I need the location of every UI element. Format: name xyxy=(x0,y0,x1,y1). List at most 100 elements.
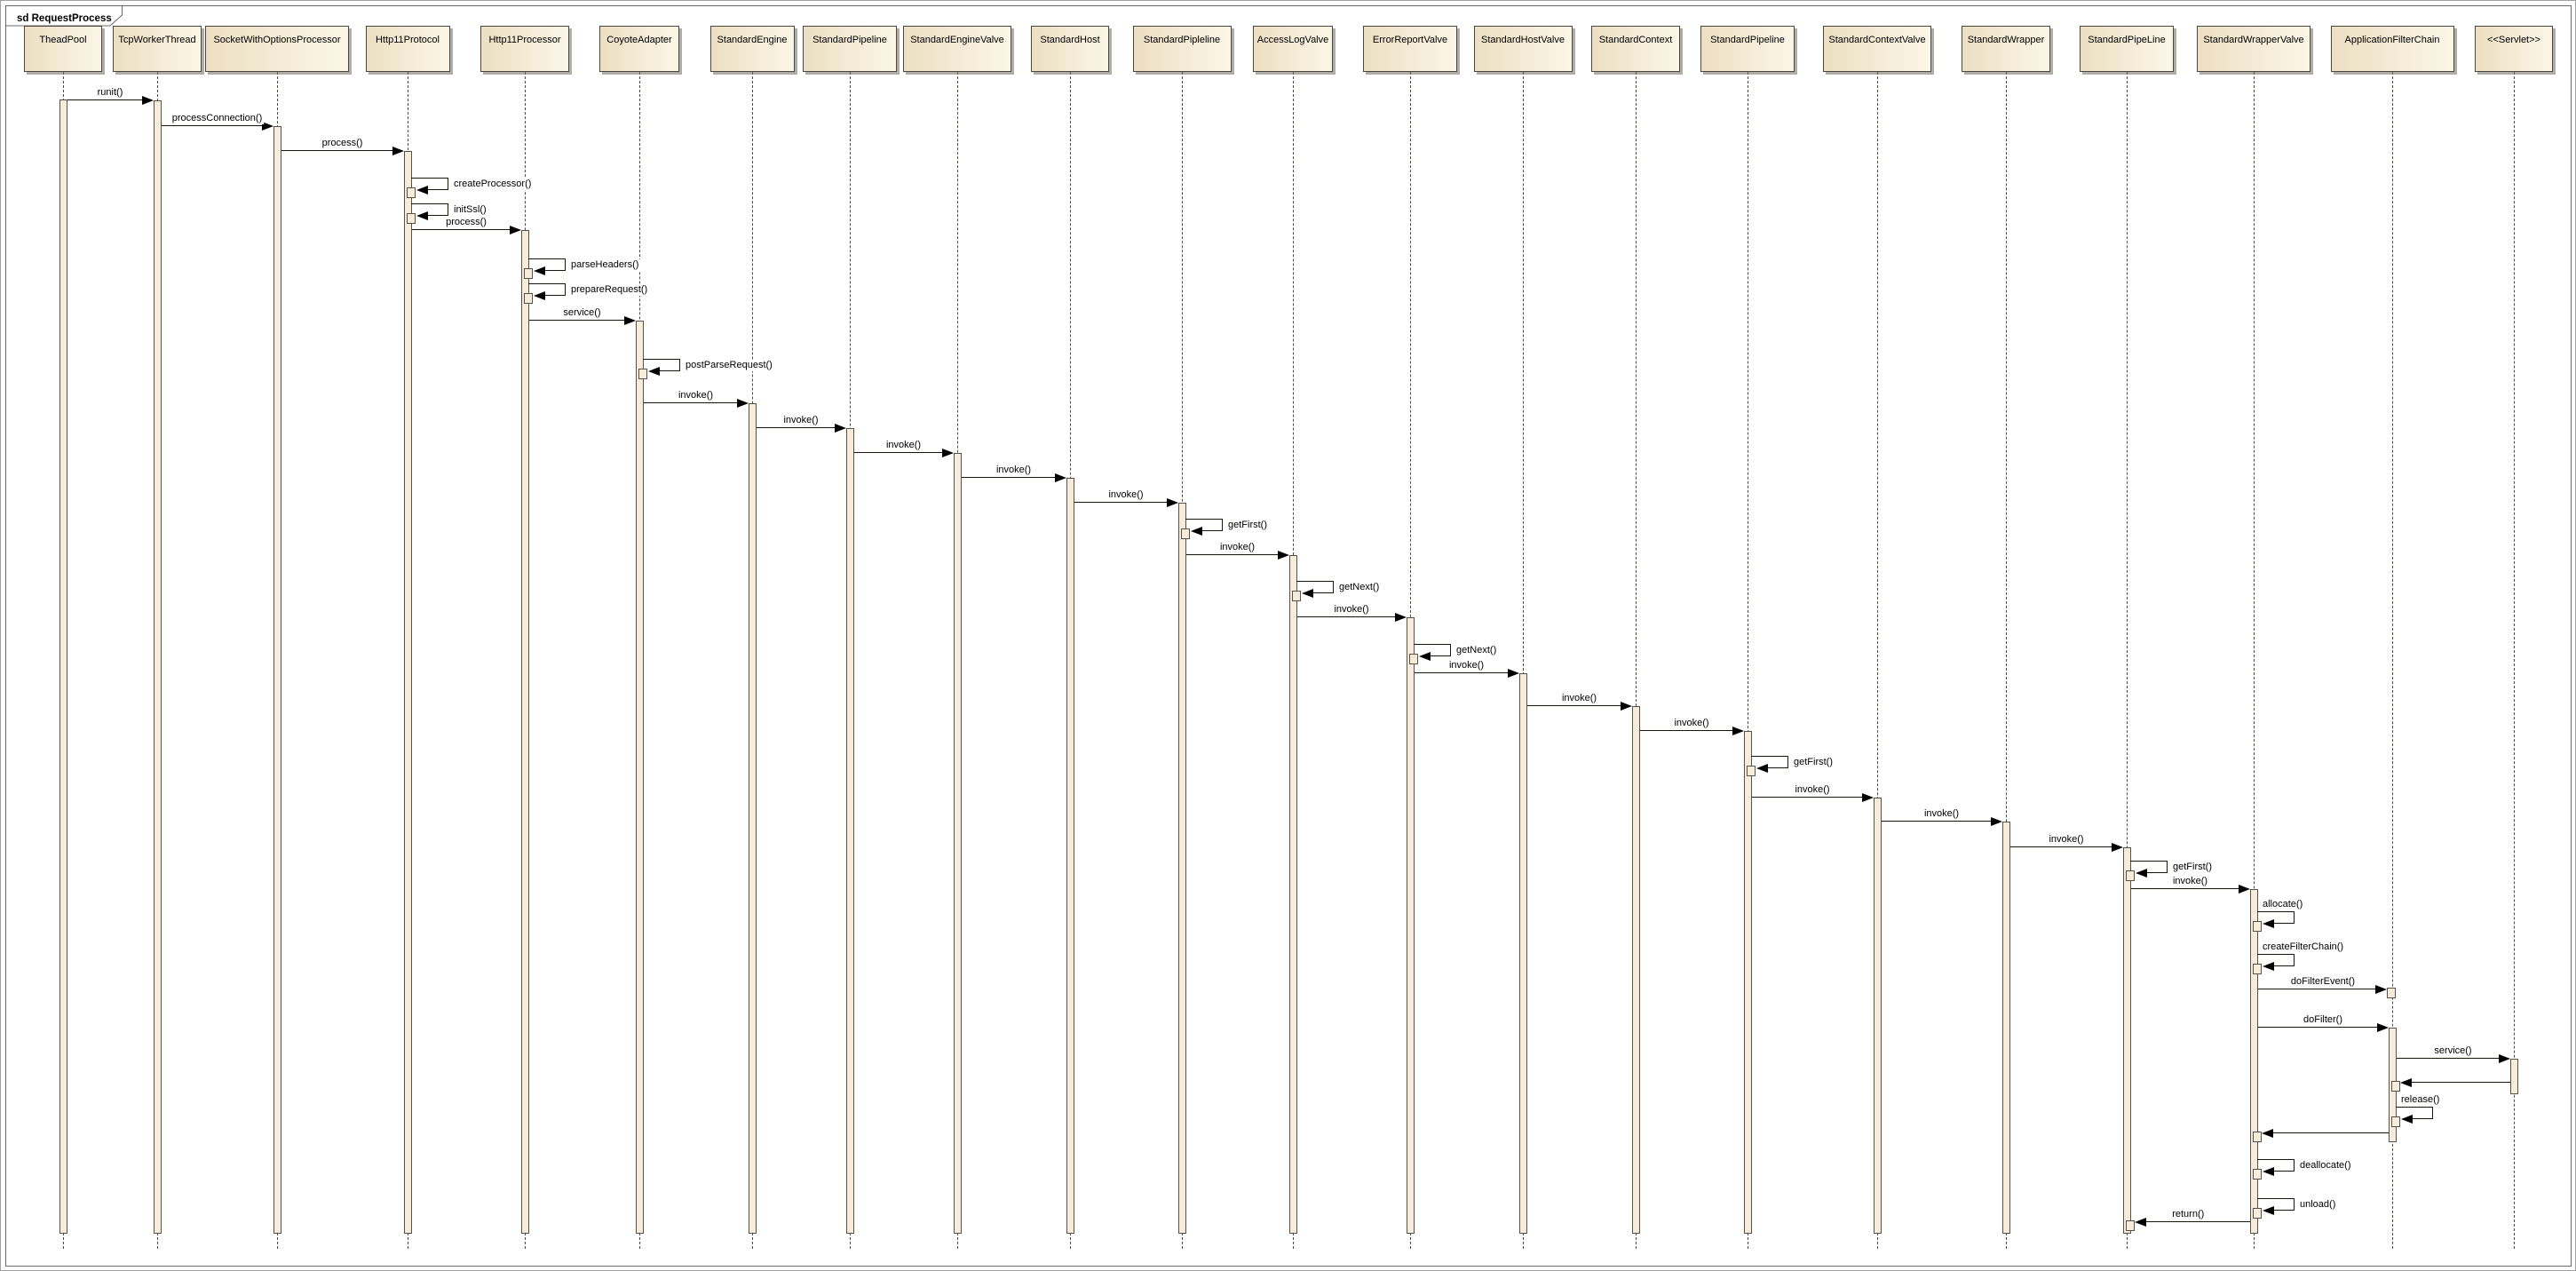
message-label: invoke() xyxy=(1106,489,1145,501)
message-line xyxy=(1881,821,1991,822)
message-label: getNext() xyxy=(1454,645,1499,656)
nested-activation xyxy=(1292,591,1301,601)
message-arrowhead xyxy=(2238,884,2250,894)
activation-bar xyxy=(273,126,281,1234)
activation-bar xyxy=(1406,617,1415,1234)
lifeline-head: ApplicationFilterChain xyxy=(2330,26,2454,72)
nested-activation xyxy=(1747,766,1756,776)
activation-bar xyxy=(2001,822,2010,1234)
message-label: getFirst() xyxy=(1792,757,1835,768)
message-arrowhead xyxy=(2136,868,2147,878)
message-arrowhead xyxy=(1302,588,1313,598)
message-line xyxy=(756,427,835,428)
lifeline-head: StandardEngineValve xyxy=(903,26,1011,72)
self-message-line xyxy=(1333,581,1334,593)
message-label: invoke() xyxy=(1922,808,1962,820)
message-arrowhead xyxy=(2262,1128,2273,1138)
message-arrowhead xyxy=(509,225,521,234)
self-message-line xyxy=(2257,1198,2294,1199)
message-arrowhead xyxy=(941,448,954,457)
nested-activation xyxy=(2253,1208,2262,1219)
activation-bar xyxy=(1288,555,1297,1234)
message-arrowhead xyxy=(1054,473,1066,482)
message-label: deallocate() xyxy=(2298,1160,2353,1172)
nested-activation xyxy=(1409,654,1418,664)
message-arrowhead xyxy=(1990,816,2002,826)
message-label: postParseRequest() xyxy=(684,360,774,371)
self-message-line xyxy=(545,295,565,296)
nested-activation xyxy=(2387,988,2396,998)
lifeline-head: StandardWrapperValve xyxy=(2197,26,2310,72)
self-message-line xyxy=(565,258,566,271)
self-message-line xyxy=(411,178,448,179)
message-line xyxy=(1185,554,1278,555)
message-label: getFirst() xyxy=(2171,862,2214,873)
message-label: runit() xyxy=(95,87,125,99)
message-arrowhead xyxy=(416,211,428,220)
self-message-line xyxy=(2274,1171,2294,1172)
nested-activation xyxy=(2391,1116,2400,1127)
message-line xyxy=(161,125,262,126)
nested-activation xyxy=(2126,1220,2135,1231)
lifeline-line xyxy=(2253,72,2255,1249)
self-message-line xyxy=(1751,756,1787,757)
message-line xyxy=(2146,1221,2250,1222)
self-message-line xyxy=(2432,1107,2433,1119)
message-line xyxy=(1751,797,1862,798)
message-arrowhead xyxy=(534,290,545,300)
lifeline-head: StandardContext xyxy=(1591,26,1680,72)
self-message-line xyxy=(1450,644,1451,656)
self-message-line xyxy=(2396,1107,2432,1108)
message-arrowhead xyxy=(648,366,660,376)
self-message-line xyxy=(545,270,565,271)
message-label: invoke() xyxy=(884,440,923,451)
message-arrowhead xyxy=(416,185,428,195)
lifeline-line xyxy=(2005,72,2007,1249)
self-message-line xyxy=(528,258,565,259)
nested-activation xyxy=(1181,528,1190,539)
message-label: getNext() xyxy=(1337,582,1382,593)
activation-bar xyxy=(403,151,412,1234)
message-arrowhead xyxy=(1419,651,1431,661)
self-message-line xyxy=(1202,530,1222,531)
activation-bar xyxy=(153,100,162,1234)
message-arrowhead xyxy=(1394,612,1407,622)
message-line xyxy=(2009,846,2112,847)
message-line xyxy=(67,99,142,100)
self-message-line xyxy=(2274,923,2294,924)
message-arrowhead xyxy=(2376,1022,2389,1032)
self-message-line xyxy=(1431,655,1450,656)
nested-activation xyxy=(2126,870,2135,881)
frame-tab-shape xyxy=(5,5,123,27)
message-label: doFilterEvent() xyxy=(2288,976,2358,988)
message-arrowhead xyxy=(736,398,749,408)
nested-activation xyxy=(524,293,533,304)
nested-activation xyxy=(2391,1081,2400,1092)
self-message-line xyxy=(2257,1159,2294,1160)
message-arrowhead xyxy=(2263,1166,2274,1176)
self-message-line xyxy=(2413,1118,2432,1119)
message-label: prepareRequest() xyxy=(569,284,650,296)
self-message-line xyxy=(2294,1198,2295,1211)
nested-activation xyxy=(407,187,416,198)
message-line xyxy=(2396,1058,2499,1059)
lifeline-head: StandardPipeline xyxy=(1700,26,1795,72)
activation-bar xyxy=(59,99,67,1234)
message-label: createProcessor() xyxy=(452,179,534,190)
lifeline-head: AccessLogValve xyxy=(1253,26,1333,72)
lifeline-head: <<Servlet>> xyxy=(2475,26,2553,72)
activation-bar xyxy=(1743,731,1752,1234)
self-message-line xyxy=(1313,592,1333,593)
message-label: initSsl() xyxy=(452,204,488,216)
message-line xyxy=(1414,672,1508,673)
message-label: process() xyxy=(320,138,365,149)
activation-bar xyxy=(2249,889,2258,1234)
self-message-line xyxy=(2130,861,2167,862)
self-message-line xyxy=(660,370,679,371)
lifeline-head: TheadPool xyxy=(24,26,102,72)
message-arrowhead xyxy=(1756,763,1768,773)
message-arrowhead xyxy=(834,423,846,433)
self-message-line xyxy=(2147,872,2167,873)
lifeline-line xyxy=(2513,72,2515,1249)
